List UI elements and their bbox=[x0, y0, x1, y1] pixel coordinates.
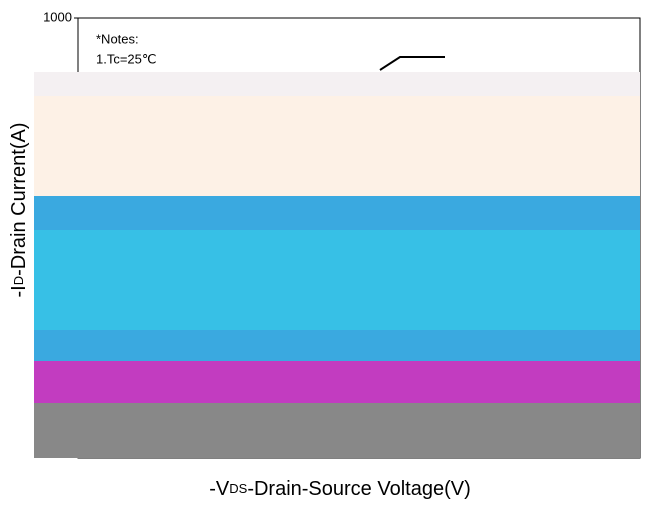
label-subscript: DS bbox=[229, 481, 247, 496]
label-part: -V bbox=[209, 478, 230, 500]
label-part: -Drain-Source Voltage(V) bbox=[247, 478, 470, 500]
y-axis-label: -ID-Drain Current(A) bbox=[8, 123, 30, 298]
band bbox=[34, 403, 640, 458]
x-axis-label: -VDS-Drain-Source Voltage(V) bbox=[209, 478, 471, 500]
label-part: -I bbox=[8, 285, 30, 297]
band bbox=[34, 361, 640, 403]
corrupted-region bbox=[34, 72, 640, 458]
page: *Notes: 1.Tc=25℃ -ID-Drain Current(A) -V… bbox=[0, 0, 649, 508]
band bbox=[34, 96, 640, 196]
chart: *Notes: 1.Tc=25℃ -ID-Drain Current(A) -V… bbox=[0, 0, 649, 508]
band bbox=[34, 230, 640, 330]
annotation: 1.Tc=25℃ bbox=[96, 51, 157, 66]
label-subscript: D bbox=[11, 276, 26, 285]
label-part: -Drain Current(A) bbox=[8, 123, 30, 276]
y-tick-label: 1000 bbox=[43, 9, 72, 24]
band bbox=[34, 72, 640, 96]
annotation: *Notes: bbox=[96, 31, 139, 46]
